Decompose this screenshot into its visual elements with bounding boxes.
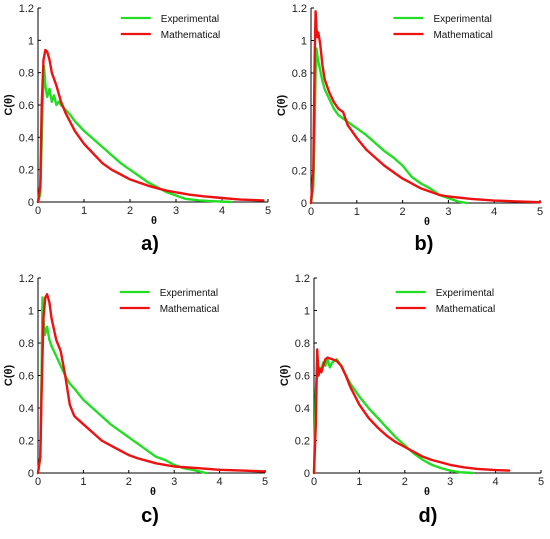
x-tick-label: 4 <box>219 205 225 217</box>
y-tick-label: 1 <box>304 306 310 318</box>
y-tick-label: 0 <box>28 197 34 209</box>
panel-label: d) <box>419 505 438 527</box>
legend-label-experimental: Experimental <box>436 288 494 299</box>
x-tick-label: 5 <box>537 206 543 218</box>
x-tick-label: 0 <box>35 476 41 488</box>
y-tick-label: 0.4 <box>19 403 34 415</box>
y-tick-label: 0 <box>301 198 307 210</box>
legend-label-mathematical: Mathematical <box>436 304 495 315</box>
y-tick-label: 0.8 <box>19 338 34 350</box>
legend-label-mathematical: Mathematical <box>161 30 220 41</box>
y-tick-label: 0.8 <box>295 338 310 350</box>
y-tick-label: 1 <box>301 36 307 48</box>
y-tick-label: 0.8 <box>19 68 34 80</box>
series-line-mathematical <box>312 348 511 475</box>
x-tick-label: 1 <box>80 476 86 488</box>
legend-label-mathematical: Mathematical <box>160 304 219 315</box>
x-axis-label: θ <box>424 486 430 498</box>
x-axis-label: θ <box>150 486 156 498</box>
x-tick-label: 2 <box>126 476 132 488</box>
y-tick-label: 1 <box>28 35 34 47</box>
x-tick-label: 1 <box>354 206 360 218</box>
x-tick-label: 3 <box>445 206 451 218</box>
x-tick-label: 3 <box>171 476 177 488</box>
x-tick-label: 1 <box>356 476 362 488</box>
chart-panel-1: 0 1 2 3 4 5 0 0.2 0.4 0.6 0.8 1 1.2 C(θ) θ Experimental… <box>3 3 271 255</box>
y-tick-label: 0.4 <box>292 133 307 145</box>
y-tick-label: 0 <box>304 468 310 480</box>
y-axis-label: C(θ) <box>3 365 15 387</box>
y-tick-label: 1.2 <box>292 3 307 15</box>
y-tick-label: 1.2 <box>19 273 34 285</box>
y-tick-label: 1.2 <box>19 3 34 15</box>
y-tick-label: 0.6 <box>292 101 307 113</box>
x-axis-label: θ <box>424 216 430 228</box>
y-axis-label: C(θ) <box>3 94 15 116</box>
x-tick-label: 1 <box>81 205 87 217</box>
x-tick-label: 3 <box>173 205 179 217</box>
x-axis-label: θ <box>151 215 157 227</box>
series-line-experimental <box>36 296 208 475</box>
y-tick-label: 0.6 <box>19 371 34 383</box>
panel-label: c) <box>141 505 159 527</box>
y-tick-label: 0.2 <box>295 436 310 448</box>
y-tick-label: 0.4 <box>295 403 310 415</box>
series-line-experimental <box>36 64 233 204</box>
y-tick-label: 0.4 <box>19 132 34 144</box>
y-tick-label: 0.6 <box>295 371 310 383</box>
x-tick-label: 0 <box>35 205 41 217</box>
x-tick-label: 4 <box>493 476 499 488</box>
x-tick-label: 0 <box>308 206 314 218</box>
panel-label: b) <box>415 233 434 255</box>
panel-label: a) <box>141 233 159 255</box>
legend-label-mathematical: Mathematical <box>433 30 492 41</box>
x-tick-label: 4 <box>217 476 223 488</box>
y-tick-label: 0.2 <box>19 436 34 448</box>
y-tick-label: 0.2 <box>19 165 34 177</box>
x-tick-label: 5 <box>262 476 268 488</box>
series-line-mathematical <box>36 293 267 475</box>
y-tick-label: 0.8 <box>292 68 307 80</box>
series-line-experimental <box>312 358 475 475</box>
series-line-mathematical <box>36 48 265 204</box>
y-tick-label: 0.2 <box>292 166 307 178</box>
x-tick-label: 2 <box>127 205 133 217</box>
y-tick-label: 0 <box>28 468 34 480</box>
y-tick-label: 0.6 <box>19 100 34 112</box>
y-axis-label: C(θ) <box>279 365 291 387</box>
chart-panel-2: 0 1 2 3 4 5 0 0.2 0.4 0.6 0.8 1 1.2 C(θ) θ Experimental… <box>276 3 543 255</box>
legend-label-experimental: Experimental <box>433 14 491 25</box>
legend-label-experimental: Experimental <box>161 14 219 25</box>
chart-panel-4: 0 1 2 3 4 5 0 0.2 0.4 0.6 0.8 1 1.2 C(θ) θ Experimental… <box>279 273 544 527</box>
series-line-mathematical <box>309 10 542 205</box>
series-line-experimental <box>309 47 468 205</box>
y-tick-label: 1.2 <box>295 273 310 285</box>
x-tick-label: 4 <box>491 206 497 218</box>
y-axis-label: C(θ) <box>276 95 288 117</box>
x-tick-label: 2 <box>402 476 408 488</box>
x-tick-label: 2 <box>400 206 406 218</box>
y-tick-label: 1 <box>28 306 34 318</box>
x-tick-label: 5 <box>538 476 544 488</box>
x-tick-label: 0 <box>311 476 317 488</box>
legend-label-experimental: Experimental <box>160 288 218 299</box>
x-tick-label: 3 <box>447 476 453 488</box>
x-tick-label: 5 <box>265 205 271 217</box>
chart-panel-3: 0 1 2 3 4 5 0 0.2 0.4 0.6 0.8 1 1.2 C(θ) θ Experimental… <box>3 273 268 527</box>
